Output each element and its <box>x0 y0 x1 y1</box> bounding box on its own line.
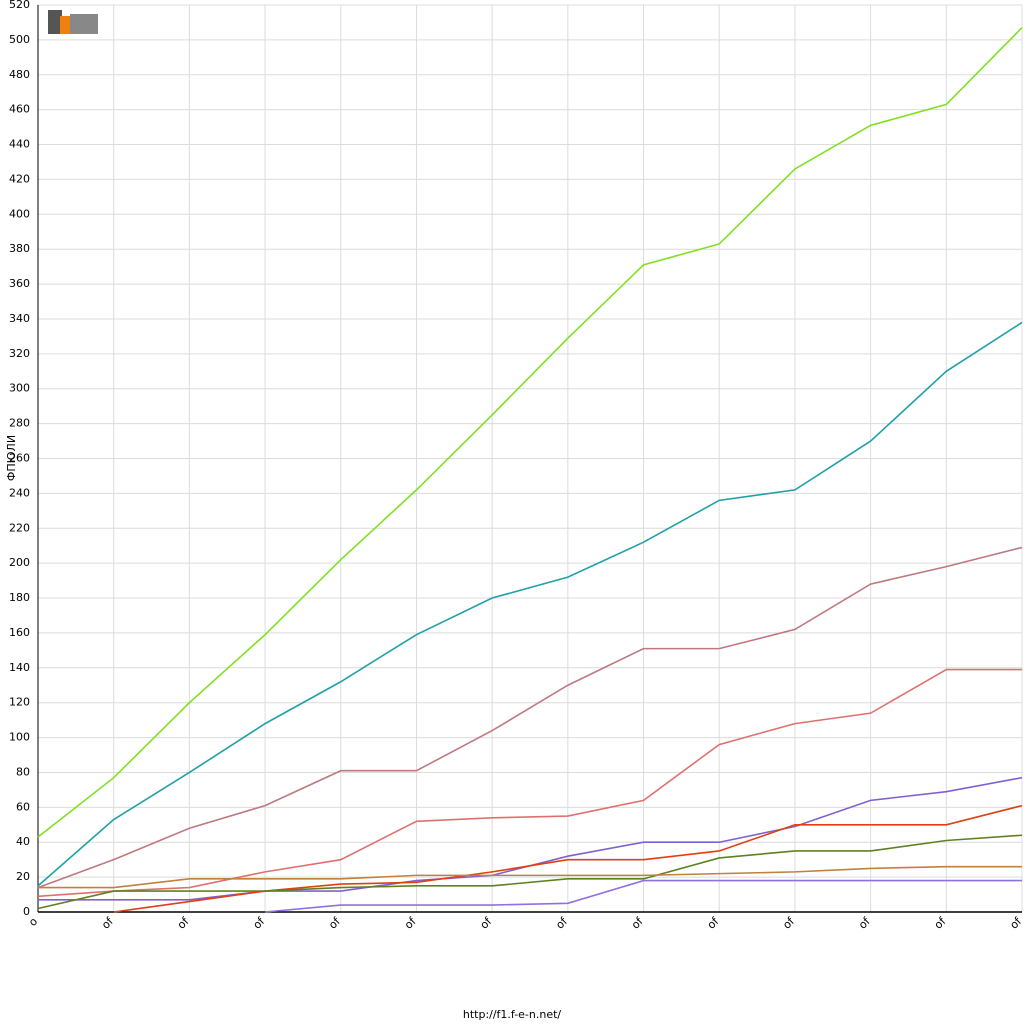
series-line <box>37 321 1023 887</box>
y-tick-label: 140 <box>9 661 30 674</box>
x-tick-label: of <box>251 914 268 931</box>
y-tick-label: 500 <box>9 33 30 46</box>
x-tick-label: of <box>780 914 797 931</box>
series-line <box>37 27 1023 838</box>
y-tick-label: 520 <box>9 0 30 11</box>
x-tick-label: of <box>856 914 873 931</box>
y-tick-label: 20 <box>16 870 30 883</box>
y-tick-label: 120 <box>9 696 30 709</box>
y-tick-label: 460 <box>9 103 30 116</box>
y-tick-label: 160 <box>9 626 30 639</box>
y-tick-label: 0 <box>23 905 30 918</box>
y-tick-label: 360 <box>9 277 30 290</box>
series-line <box>37 546 1023 889</box>
y-tick-label: 200 <box>9 556 30 569</box>
y-tick-label: 300 <box>9 382 30 395</box>
x-tick-label: of <box>326 914 343 931</box>
x-tick-label: of <box>175 914 192 931</box>
y-tick-label: 340 <box>9 312 30 325</box>
footer: http://f1.f-e-n.net/ <box>463 1008 562 1021</box>
x-tick-label: of <box>629 914 646 931</box>
y-tick-label: 420 <box>9 172 30 185</box>
y-tick-label: 80 <box>16 765 30 778</box>
series-line <box>265 879 1022 913</box>
logo-block <box>70 14 98 34</box>
y-tick-label: 240 <box>9 486 30 499</box>
x-tick-label: of <box>1007 914 1024 931</box>
y-tick-label: 220 <box>9 521 30 534</box>
y-tick-label: 320 <box>9 347 30 360</box>
y-tick-label: 400 <box>9 207 30 220</box>
series-line <box>38 776 1023 901</box>
y-tick-label: 440 <box>9 138 30 151</box>
logo-block <box>48 10 62 34</box>
x-tick-label: of <box>705 914 722 931</box>
y-tick-label: 180 <box>9 591 30 604</box>
x-tick-label: o <box>26 915 40 929</box>
x-tick-label: of <box>99 914 116 931</box>
x-tick-label: of <box>402 914 419 931</box>
series-line <box>38 865 1022 889</box>
logo <box>48 10 98 34</box>
y-tick-label: 100 <box>9 731 30 744</box>
y-tick-label: 260 <box>9 452 30 465</box>
y-tick-label: 280 <box>9 417 30 430</box>
x-tick-label: of <box>932 914 949 931</box>
series-line <box>37 668 1022 898</box>
logo-block <box>60 16 70 34</box>
x-tick-label: of <box>478 914 495 931</box>
y-tick-label: 40 <box>16 835 30 848</box>
y-axis-label: ФПЮЛИ <box>5 435 18 481</box>
x-tick-label: of <box>553 914 570 931</box>
y-tick-label: 60 <box>16 800 30 813</box>
y-tick-label: 480 <box>9 68 30 81</box>
series-line <box>37 834 1023 910</box>
y-tick-label: 380 <box>9 242 30 255</box>
